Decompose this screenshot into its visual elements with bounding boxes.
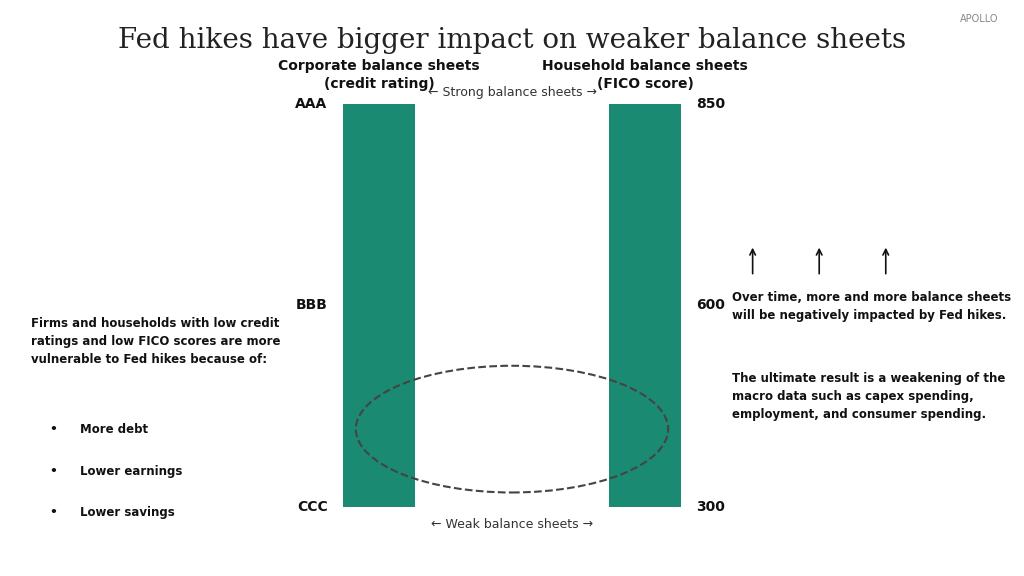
Text: (credit rating): (credit rating) bbox=[324, 77, 434, 90]
Text: APOLLO: APOLLO bbox=[959, 14, 998, 24]
Text: Corporate balance sheets: Corporate balance sheets bbox=[279, 59, 479, 73]
Bar bbox=[343, 104, 415, 507]
Text: The ultimate result is a weakening of the
macro data such as capex spending,
emp: The ultimate result is a weakening of th… bbox=[732, 372, 1006, 420]
Text: 850: 850 bbox=[696, 97, 725, 111]
Text: Firms and households with low credit
ratings and low FICO scores are more
vulner: Firms and households with low credit rat… bbox=[31, 317, 281, 366]
Text: More debt: More debt bbox=[80, 423, 148, 437]
Text: (FICO score): (FICO score) bbox=[597, 77, 693, 90]
Bar bbox=[609, 104, 681, 507]
Text: CCC: CCC bbox=[297, 500, 328, 514]
Text: •: • bbox=[49, 423, 57, 437]
Text: •: • bbox=[49, 465, 57, 478]
Text: AAA: AAA bbox=[296, 97, 328, 111]
Text: Over time, more and more balance sheets
will be negatively impacted by Fed hikes: Over time, more and more balance sheets … bbox=[732, 291, 1012, 322]
Text: 300: 300 bbox=[696, 500, 725, 514]
Text: ← Weak balance sheets →: ← Weak balance sheets → bbox=[431, 518, 593, 530]
Text: Lower earnings: Lower earnings bbox=[80, 465, 182, 478]
Text: BBB: BBB bbox=[296, 298, 328, 312]
Text: Fed hikes have bigger impact on weaker balance sheets: Fed hikes have bigger impact on weaker b… bbox=[118, 27, 906, 54]
Text: •: • bbox=[49, 506, 57, 520]
Text: 600: 600 bbox=[696, 298, 725, 312]
Text: Household balance sheets: Household balance sheets bbox=[543, 59, 748, 73]
Text: Lower savings: Lower savings bbox=[80, 506, 175, 520]
Text: ← Strong balance sheets →: ← Strong balance sheets → bbox=[427, 86, 597, 98]
